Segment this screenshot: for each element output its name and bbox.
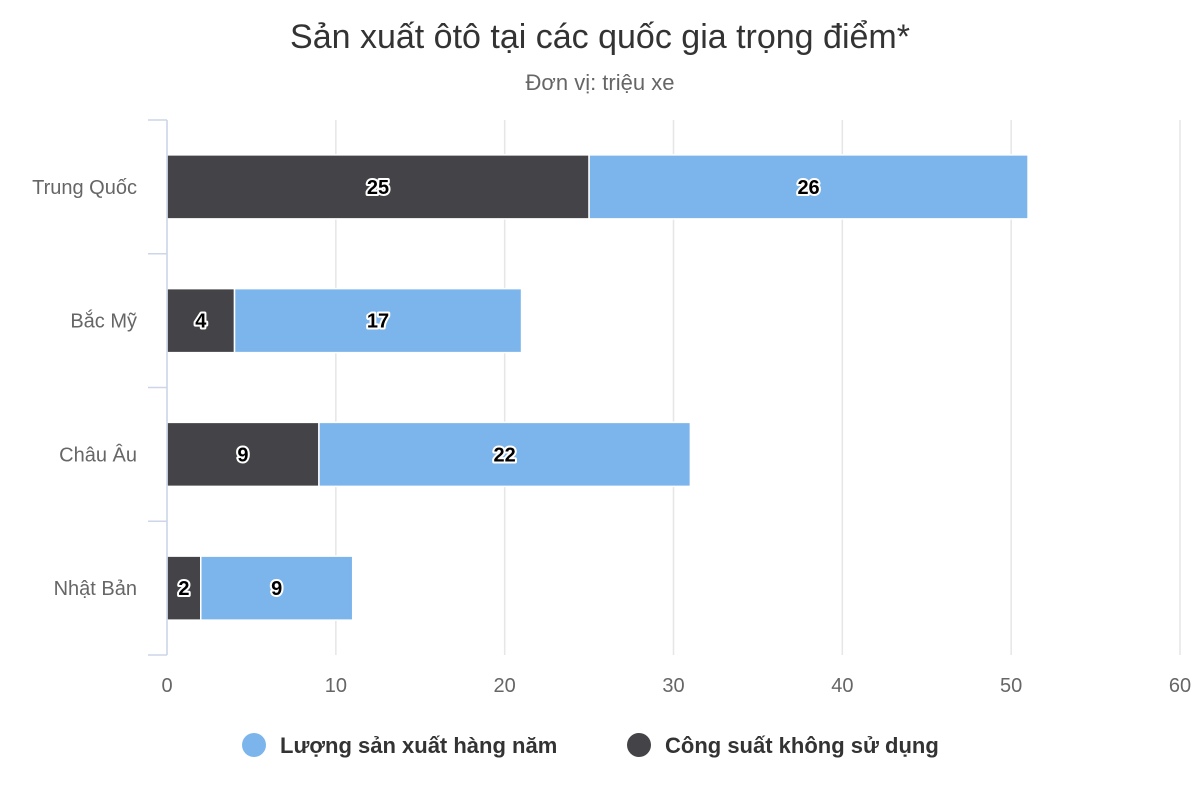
category-label: Nhật Bản xyxy=(54,578,137,600)
category-axis: Trung Quốc Bắc Mỹ Châu Âu Nhật Bản xyxy=(32,119,168,656)
tick-label: 20 xyxy=(494,675,516,697)
tick-label: 60 xyxy=(1169,675,1191,697)
bar-segment[interactable] xyxy=(166,421,320,488)
data-label: 9 xyxy=(271,578,282,600)
tick-label: 30 xyxy=(662,675,684,697)
data-label: 17 xyxy=(367,311,389,333)
bar-segment[interactable] xyxy=(588,154,1029,220)
data-label: 2 xyxy=(178,578,189,600)
legend-label: Công suất không sử dụng xyxy=(665,733,939,758)
category-label: Bắc Mỹ xyxy=(70,310,137,333)
tick-label: 0 xyxy=(161,675,172,697)
legend-marker-icon xyxy=(242,733,266,757)
bar-segment[interactable] xyxy=(166,287,236,354)
legend-item[interactable]: Công suất không sử dụng xyxy=(627,733,939,758)
data-label: 22 xyxy=(494,444,516,466)
legend-label: Lượng sản xuất hàng năm xyxy=(280,733,557,758)
data-label: 26 xyxy=(797,177,819,199)
bar-segment[interactable] xyxy=(233,287,523,354)
tick-label: 10 xyxy=(325,675,347,697)
bars: 25 264 179 222 9 xyxy=(166,154,1029,621)
chart-subtitle: Đơn vị: triệu xe xyxy=(526,70,675,95)
tick-label: 50 xyxy=(1000,675,1022,697)
category-label: Trung Quốc xyxy=(32,177,137,199)
legend-item[interactable]: Lượng sản xuất hàng năm xyxy=(242,733,557,758)
data-label: 9 xyxy=(237,444,248,466)
category-label: Châu Âu xyxy=(59,443,137,466)
bar-segment[interactable] xyxy=(200,555,354,621)
data-label: 4 xyxy=(195,311,207,333)
tick-label: 40 xyxy=(831,675,853,697)
legend-marker-icon xyxy=(627,733,651,757)
legend: Lượng sản xuất hàng năm Công suất không s… xyxy=(242,733,939,758)
chart-title: Sản xuất ôtô tại các quốc gia trọng điểm… xyxy=(290,18,910,56)
data-label: 25 xyxy=(367,177,389,199)
bar-segment[interactable] xyxy=(318,421,692,488)
value-axis: 0 10 20 30 40 50 60 xyxy=(161,675,1191,697)
